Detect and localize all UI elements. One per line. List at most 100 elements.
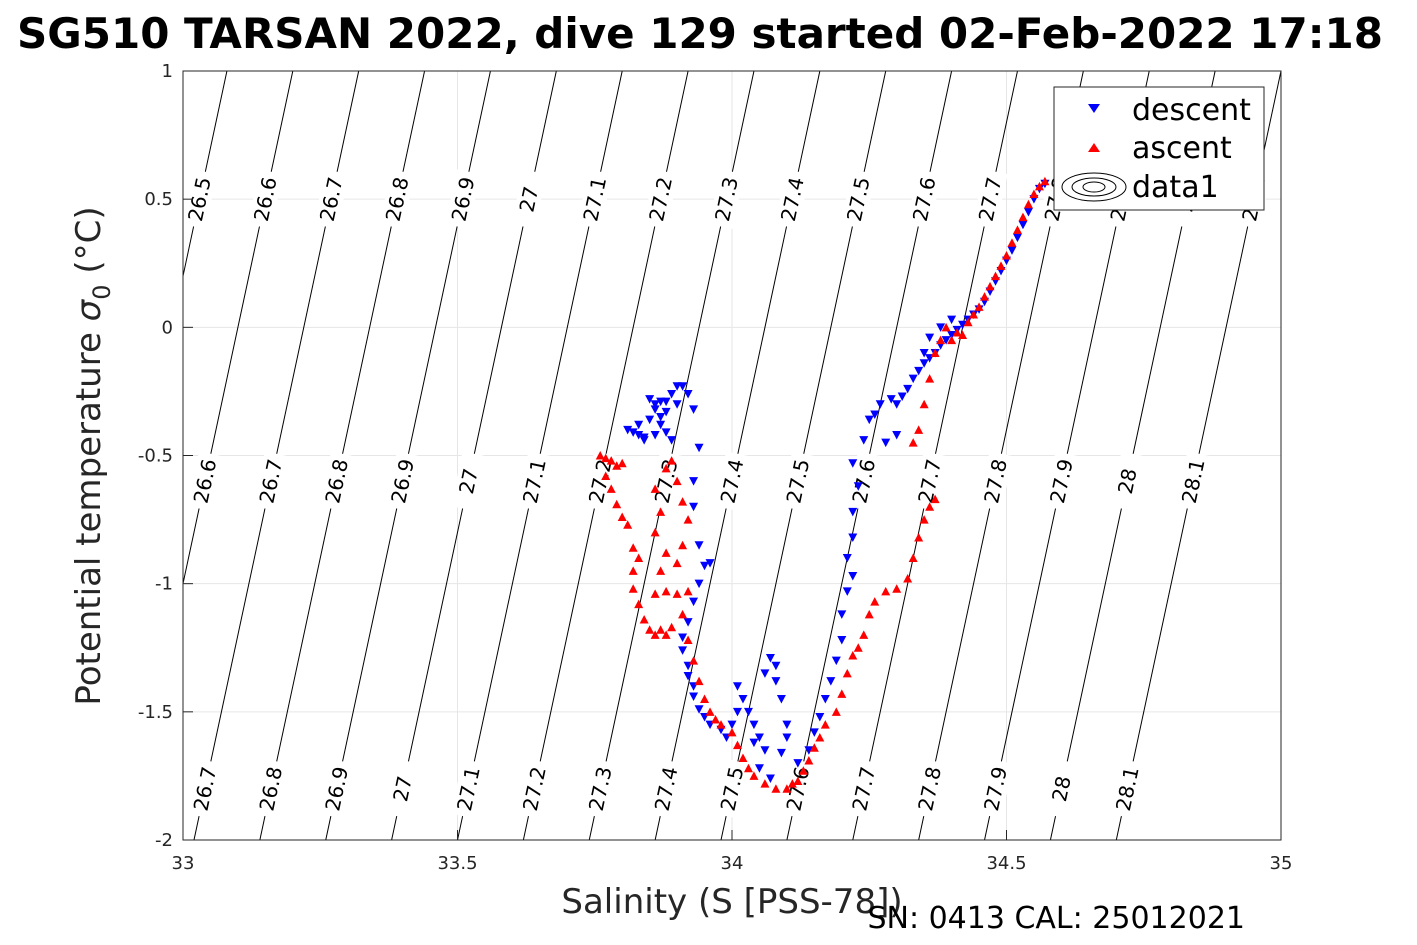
contour-label-bg [714,758,750,819]
contour-label-bg [450,451,487,512]
descent-point [892,400,902,409]
descent-point [848,507,858,517]
ascent-point [727,727,737,737]
contour-label-bg [1109,758,1145,819]
ascent-point [919,515,929,524]
ascent-point [958,330,968,340]
descent-point [678,382,688,391]
contour-label-bg [1043,451,1079,512]
ascent-point [804,756,814,765]
ascent-point [661,630,671,639]
descent-point [694,705,704,714]
descent-point [678,633,688,642]
ascent-point [612,499,622,509]
ascent-point [617,458,627,468]
descent-point [634,420,644,430]
contour-label-bg [247,169,283,230]
legend-data1-label: data1 [1132,170,1219,205]
footer-serial-calibration: SN: 0413 CAL: 25012021 [867,901,1245,936]
ascent-point [667,456,677,465]
ascent-point [623,520,633,529]
legend-descent-label: descent [1132,93,1251,128]
descent-point [809,728,819,737]
ascent-point [656,566,666,575]
descent-point [727,720,737,730]
y-axis-label-unit: (°C) [69,206,109,284]
ascent-point [809,743,819,752]
descent-point [700,561,710,571]
descent-point [623,425,633,435]
contour-label-bg [385,758,421,819]
ascent-point [1034,181,1044,191]
x-tick-label: 35 [1270,853,1293,874]
descent-point [1023,207,1033,217]
descent-point [941,336,951,345]
descent-point [875,400,885,409]
ascent-point [656,507,666,516]
descent-point [1018,220,1028,230]
descent-point [842,587,852,596]
ascent-point [859,630,869,639]
contour-label-bg [977,758,1014,819]
descent-point [848,533,858,543]
descent-point [650,430,660,440]
descent-point [903,384,913,394]
contour-label-bg [445,169,481,230]
contour-label-bg [319,451,355,512]
ascent-point [969,310,979,319]
descent-point [919,348,929,358]
ascent-point [650,484,660,493]
contour-label-bg [516,758,552,819]
descent-point [793,759,803,768]
y-axis-ticks: -2 -1.5 -1 -0.5 0 0.5 1 [138,61,193,851]
ascent-point [815,732,825,742]
descent-point [771,677,781,686]
descent-point [645,395,655,404]
contour-label-bg [516,451,552,512]
contour-label-bg [912,758,948,819]
x-tick-label: 34 [721,853,744,874]
legend-ascent-label: ascent [1132,131,1232,166]
descent-point [689,692,699,701]
descent-point [689,405,699,414]
descent-point [683,618,693,627]
ascent-point [1007,238,1017,247]
y-axis-label-sigma: σ [69,298,109,321]
ascent-point [787,779,797,788]
ascent-point [606,456,616,465]
descent-point [782,720,792,730]
descent-point [919,359,929,368]
ascent-point [947,335,957,345]
legend-ascent-marker [1088,143,1100,152]
descent-point [754,733,764,742]
ascent-point [996,261,1006,270]
descent-point [804,746,814,755]
ascent-point [837,689,847,698]
descent-point [837,636,847,645]
ascent-point [683,515,693,524]
descent-point [897,392,907,402]
descent-point [667,436,677,445]
contour-label-bg [708,169,745,230]
ascent-point [595,451,605,460]
ascent-point [612,461,622,470]
descent-point [678,646,688,655]
contour-label-bg [840,169,876,230]
descent-point [864,415,874,425]
contour-label-bg [187,758,223,819]
ascent-point [601,471,611,481]
y-axis-label-text: Potential temperature [69,321,109,705]
descent-point [958,320,968,330]
contour-label-bg [450,758,487,819]
ascent-point [870,597,880,606]
ascent-point [661,548,671,557]
ascent-point [639,615,649,624]
ascent-point [980,292,990,301]
descent-point [683,671,693,681]
y-axis-label-subscript: 0 [88,284,116,299]
y-tick-label: -0.5 [138,446,173,467]
descent-point [672,400,682,409]
descent-point [776,695,786,704]
ascent-point [1018,212,1028,222]
ascent-point [991,271,1001,281]
